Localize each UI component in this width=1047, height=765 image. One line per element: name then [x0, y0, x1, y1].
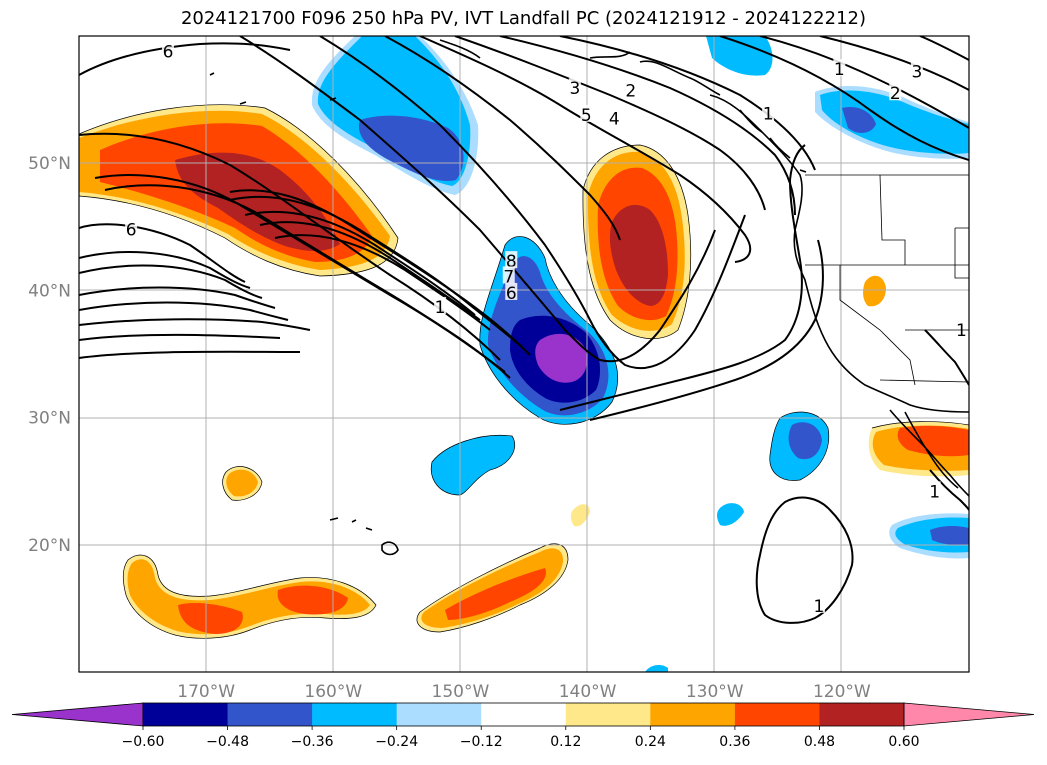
colorbar-tick-label: −0.24	[375, 734, 418, 750]
colorbar-segment	[650, 703, 736, 726]
contour-label: 1	[834, 60, 845, 80]
colorbar-segment	[481, 703, 567, 726]
political-borders	[805, 174, 969, 386]
lat-label: 40°N	[28, 281, 71, 301]
coastlines	[209, 39, 969, 556]
lon-label: 120°W	[813, 682, 871, 702]
lat-label: 30°N	[28, 409, 71, 429]
colorbar-extend-low	[11, 702, 144, 727]
contour-label: 1	[763, 105, 774, 125]
colorbar-extend-high	[903, 702, 1035, 727]
latitude-labels: 50°N 40°N 30°N 20°N	[28, 154, 71, 556]
contour-label: 4	[609, 110, 620, 130]
colorbar-frame	[142, 702, 905, 727]
contour-label: 1	[814, 597, 825, 617]
contour-label: 6	[163, 42, 174, 62]
contour-label: 5	[581, 106, 592, 126]
colorbar-tick-label: −0.36	[291, 734, 334, 750]
contour-label: 8	[506, 252, 517, 272]
contour-label: 1	[929, 482, 940, 502]
contour-label: 2	[890, 84, 901, 104]
lat-label: 50°N	[28, 154, 71, 174]
lat-label: 20°N	[28, 536, 71, 556]
colorbar-segment	[143, 703, 229, 726]
colorbar-tick-label: −0.60	[122, 734, 165, 750]
longitude-labels: 170°W 160°W 150°W 140°W 130°W 120°W	[177, 682, 871, 702]
lon-label: 170°W	[177, 682, 235, 702]
colorbar-tick-label: 0.48	[804, 734, 835, 750]
lon-label: 160°W	[304, 682, 362, 702]
contour-label: 7	[503, 267, 514, 287]
contour-label: 2	[625, 82, 636, 102]
colorbar-segment	[734, 703, 820, 726]
contour-label: 6	[506, 284, 517, 304]
contour-label: 3	[911, 63, 922, 83]
contour-label: 1	[956, 321, 967, 341]
lon-label: 150°W	[432, 682, 490, 702]
pv-contours	[79, 36, 969, 624]
contour-label: 3	[569, 79, 580, 99]
colorbar-segment	[565, 703, 651, 726]
map-frame	[78, 35, 970, 673]
colorbar-tick-label: 0.36	[719, 734, 750, 750]
colorbar-tick-label: −0.48	[206, 734, 249, 750]
lon-label: 130°W	[686, 682, 744, 702]
colorbar-tick-label: 0.12	[550, 734, 581, 750]
colorbar-segment	[396, 703, 482, 726]
colorbar-tick-label: −0.12	[460, 734, 503, 750]
figure-title: 2024121700 F096 250 hPa PV, IVT Landfall…	[180, 8, 867, 29]
contour-label: 6	[126, 220, 137, 240]
lon-label: 140°W	[559, 682, 617, 702]
colorbar-segment	[819, 703, 905, 726]
colorbar-segment	[312, 703, 398, 726]
colorbar: −0.60 −0.48 −0.36 −0.24 −0.12 0.12 0.24 0.36 0.4…	[11, 702, 1035, 750]
colorbar-tick-label: 0.60	[888, 734, 919, 750]
contour-label: 1	[435, 298, 446, 318]
colorbar-tick-label: 0.24	[635, 734, 666, 750]
colorbar-segment	[227, 703, 313, 726]
